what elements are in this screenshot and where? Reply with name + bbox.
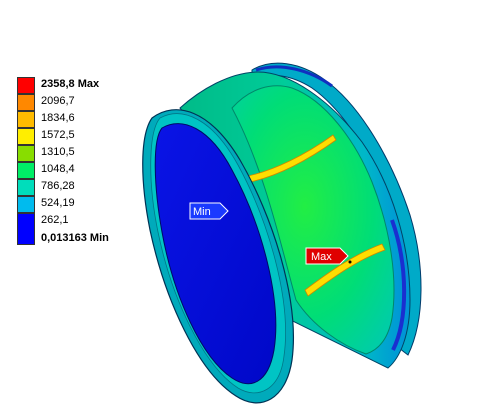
legend-max-label: 2358,8 Max (41, 78, 100, 90)
min-tag-shape (189, 202, 229, 220)
legend-level-label: 262,1 (41, 214, 69, 226)
color-legend: 2358,8 Max 2096,7 1834,6 1572,5 1310,5 1… (17, 77, 137, 252)
min-tag-label: Min (193, 206, 211, 218)
legend-swatch-3 (17, 111, 35, 128)
ring-groove-surface (231, 85, 395, 355)
max-point-marker (348, 260, 352, 264)
ring-top-edge (255, 65, 333, 88)
min-probe-tag[interactable]: Min (189, 202, 229, 220)
ring-bore-face (154, 123, 277, 385)
legend-swatch-2 (17, 94, 35, 111)
legend-swatch-max (17, 77, 35, 94)
max-probe-tag[interactable]: Max (305, 247, 352, 265)
legend-level-label: 524,19 (41, 197, 75, 209)
legend-level-label: 1048,4 (41, 163, 75, 175)
legend-swatch-6 (17, 162, 35, 179)
legend-level-label: 1572,5 (41, 129, 75, 141)
ring-far-edge (390, 219, 407, 351)
legend-level-label: 1834,6 (41, 112, 75, 124)
max-tag-shape (305, 247, 349, 265)
legend-level-label: 786,28 (41, 180, 75, 192)
stress-band-lower (304, 243, 386, 297)
legend-level-label: 1310,5 (41, 146, 75, 158)
legend-min-label: 0,013163 Min (41, 232, 109, 244)
legend-level-label: 2096,7 (41, 95, 75, 107)
legend-swatch-4 (17, 128, 35, 145)
legend-swatch-5 (17, 145, 35, 162)
legend-swatch-8 (17, 196, 35, 213)
max-tag-label: Max (311, 251, 332, 263)
legend-swatch-min (17, 213, 35, 245)
ring-model (142, 62, 422, 404)
stress-band-upper (247, 134, 337, 183)
legend-swatch-7 (17, 179, 35, 196)
